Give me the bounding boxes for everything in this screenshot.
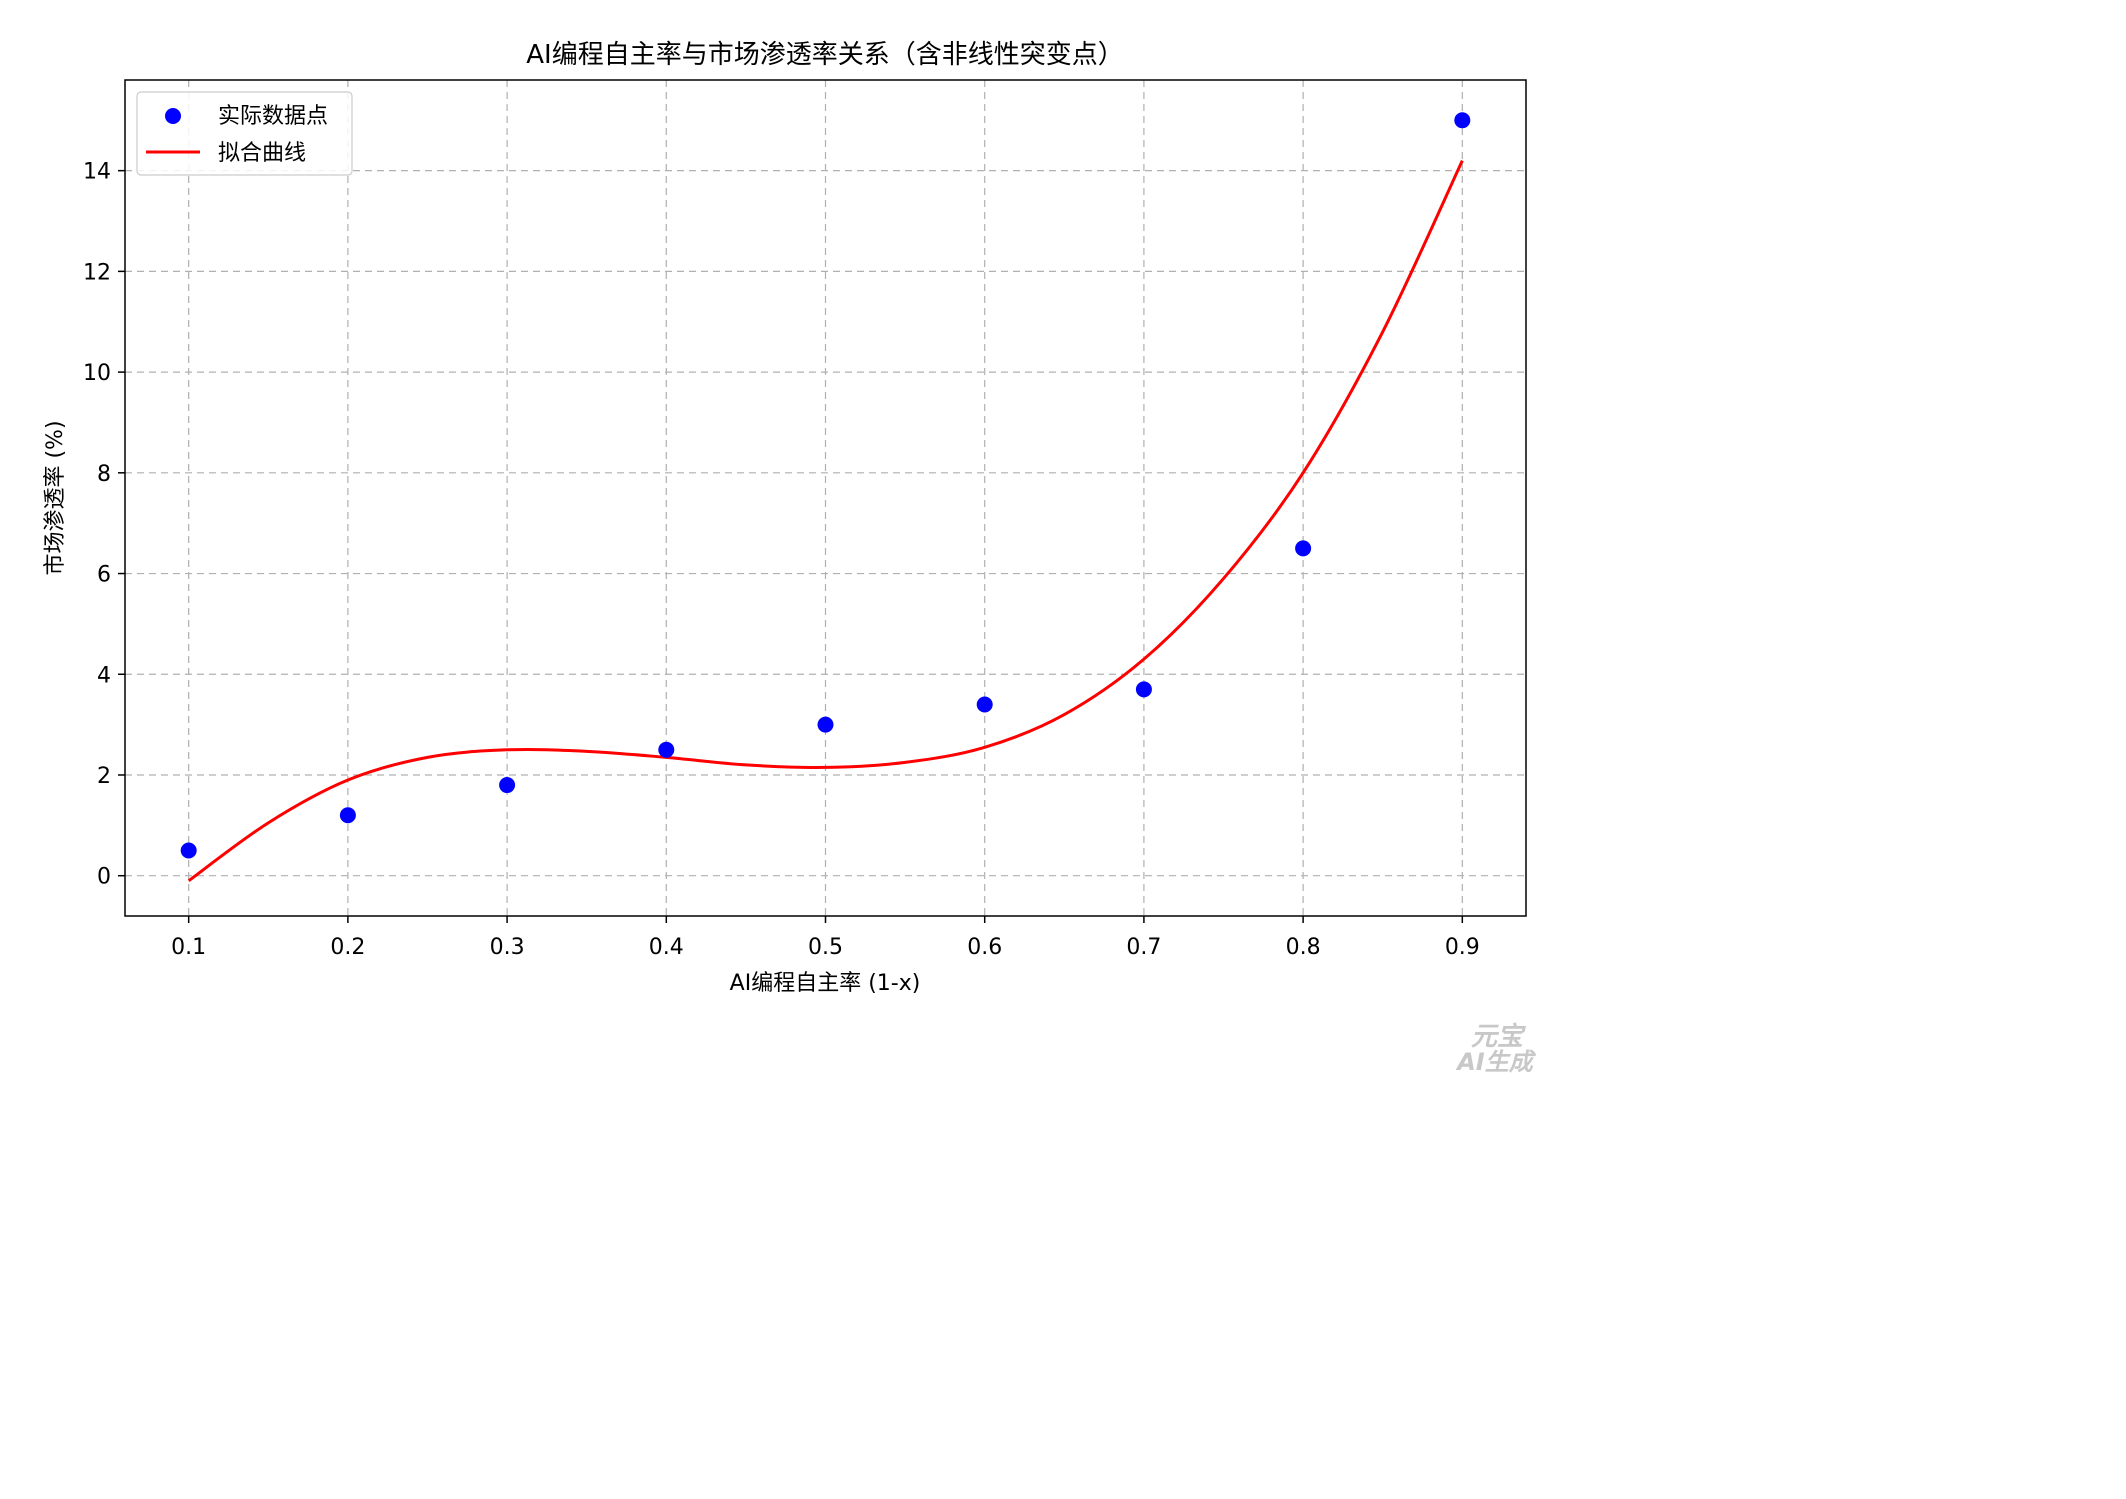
chart: AI编程自主率与市场渗透率关系（含非线性突变点） 0.1 0.2 0.3 0.4 0.5… (43, 40, 1537, 1076)
data-point (499, 777, 516, 794)
data-points-layer (180, 112, 1471, 859)
legend-label-scatter: 实际数据点 (218, 104, 328, 129)
watermark-line-1: 元宝 (1471, 1022, 1527, 1052)
y-tick-label: 8 (97, 462, 111, 487)
data-point (976, 696, 993, 713)
x-tick-label: 0.5 (808, 935, 843, 960)
data-point (658, 741, 675, 758)
data-point (1135, 681, 1152, 698)
y-tick-label: 2 (97, 764, 111, 789)
grid (125, 80, 1526, 916)
x-tick-label: 0.6 (967, 935, 1002, 960)
y-axis-ticks: 0 2 4 6 8 10 12 14 (83, 160, 125, 890)
x-tick-label: 0.9 (1445, 935, 1480, 960)
y-tick-label: 10 (83, 361, 111, 386)
legend-marker-scatter (165, 108, 181, 124)
watermark: 元宝 AI生成 (1455, 1022, 1537, 1076)
x-tick-label: 0.3 (490, 935, 525, 960)
y-tick-label: 12 (83, 260, 111, 285)
data-point (1295, 540, 1312, 557)
y-tick-label: 4 (97, 663, 111, 688)
y-tick-label: 0 (97, 865, 111, 890)
x-tick-label: 0.8 (1286, 935, 1321, 960)
x-axis-ticks: 0.1 0.2 0.3 0.4 0.5 0.6 0.7 0.8 0.9 (171, 916, 1480, 960)
y-tick-label: 6 (97, 563, 111, 588)
data-point (339, 807, 356, 824)
fit-curve-line (187, 159, 1464, 882)
x-tick-label: 0.2 (330, 935, 365, 960)
legend: 实际数据点 拟合曲线 (136, 91, 353, 176)
x-axis-label: AI编程自主率 (1-x) (730, 971, 921, 996)
legend-label-line: 拟合曲线 (218, 141, 306, 166)
data-point (180, 842, 197, 859)
data-point (1454, 112, 1471, 129)
x-tick-label: 0.7 (1126, 935, 1161, 960)
legend-box (136, 91, 353, 176)
y-axis-label: 市场渗透率 (%) (43, 420, 68, 575)
x-tick-label: 0.4 (649, 935, 684, 960)
fit-curve-layer (187, 159, 1464, 882)
watermark-line-2: AI生成 (1455, 1048, 1537, 1076)
x-tick-label: 0.1 (171, 935, 206, 960)
y-tick-label: 14 (83, 160, 111, 185)
data-point (817, 716, 834, 733)
chart-title: AI编程自主率与市场渗透率关系（含非线性突变点） (526, 40, 1123, 70)
